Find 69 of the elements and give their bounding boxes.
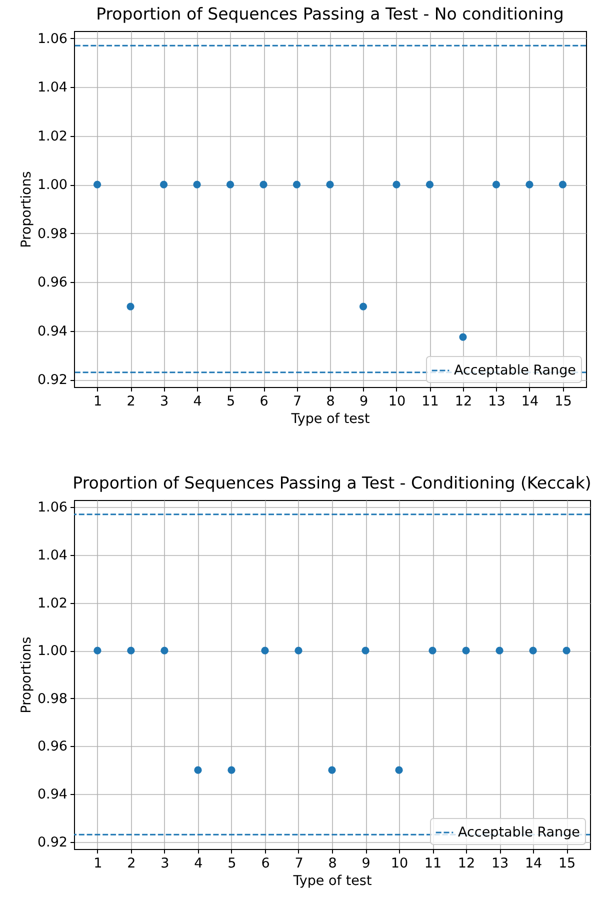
x-axis-title: Type of test (292, 873, 372, 889)
x-tick-label: 7 (294, 856, 304, 872)
x-tick-label: 9 (359, 394, 368, 410)
y-tick-label: 0.96 (37, 274, 68, 291)
ref-line-label: Acceptable Range (454, 362, 576, 378)
point (126, 302, 134, 310)
x-tick-label: 12 (454, 394, 472, 410)
point (558, 180, 567, 188)
y-tick-label: 1.06 (37, 500, 68, 516)
x-tick-label: 11 (424, 856, 442, 872)
x-axis-title: Type of test (290, 411, 370, 427)
y-tick-label: 0.92 (37, 372, 68, 388)
x-tick-label: 6 (260, 394, 268, 410)
x-tick-label: 11 (422, 394, 439, 410)
x-tick-label: 9 (362, 856, 370, 872)
x-tick-label: 2 (127, 856, 136, 872)
x-tick-label: 8 (328, 856, 337, 872)
x-tick-label: 8 (326, 394, 335, 410)
y-tick-label: 0.92 (37, 834, 68, 850)
x-tick-label: 1 (94, 856, 102, 872)
x-tick-label: 15 (554, 394, 572, 410)
x-tick-label: 5 (226, 394, 236, 410)
point (226, 180, 234, 188)
point (292, 180, 301, 188)
point (459, 333, 467, 341)
point (93, 180, 102, 188)
y-tick-label: 1.00 (37, 177, 68, 194)
y-axis-title: Proportions (18, 636, 34, 714)
chart-title: Proportion of Sequences Passing a Test - Conditioning (Keccak) (72, 474, 592, 492)
y-tick-label: 0.96 (37, 738, 68, 755)
y-tick-label: 1.04 (37, 547, 68, 564)
y-tick-label: 0.94 (37, 786, 68, 803)
point (426, 180, 434, 188)
x-tick-label: 3 (160, 394, 169, 410)
x-tick-label: 2 (126, 394, 136, 410)
x-tick-label: 14 (521, 394, 539, 410)
x-tick-label: 7 (292, 394, 302, 410)
y-tick-label: 1.00 (37, 643, 68, 660)
point (526, 180, 534, 188)
ref-line-label: Acceptable Range (458, 824, 580, 840)
y-tick-label: 0.94 (37, 323, 68, 340)
point (492, 180, 500, 188)
x-tick-label: 12 (458, 856, 476, 872)
y-tick-label: 1.04 (37, 80, 68, 96)
point (160, 180, 168, 188)
y-tick-label: 1.02 (37, 128, 68, 144)
point (392, 180, 400, 188)
point (326, 180, 334, 188)
y-tick-label: 1.02 (37, 595, 68, 612)
point (193, 180, 201, 188)
y-tick-label: 0.98 (37, 690, 68, 707)
y-tick-label: 1.06 (37, 30, 68, 47)
x-tick-label: 13 (488, 394, 506, 410)
point (260, 180, 268, 188)
x-tick-label: 3 (160, 856, 170, 872)
point (359, 302, 368, 310)
x-tick-label: 4 (193, 394, 202, 410)
x-tick-label: 10 (390, 856, 408, 872)
x-tick-label: 10 (388, 394, 406, 410)
x-tick-label: 5 (228, 856, 236, 872)
y-tick-label: 0.98 (37, 226, 68, 242)
x-tick-label: 6 (261, 856, 270, 872)
chart-title: Proportion of Sequences Passing a Test - No conditioning (96, 4, 564, 24)
x-tick-label: 14 (524, 856, 542, 872)
x-tick-label: 4 (194, 856, 203, 872)
x-tick-label: 15 (558, 856, 576, 872)
x-tick-label: 13 (491, 856, 509, 872)
x-tick-label: 1 (93, 394, 102, 410)
y-axis-title: Proportions (18, 171, 34, 248)
